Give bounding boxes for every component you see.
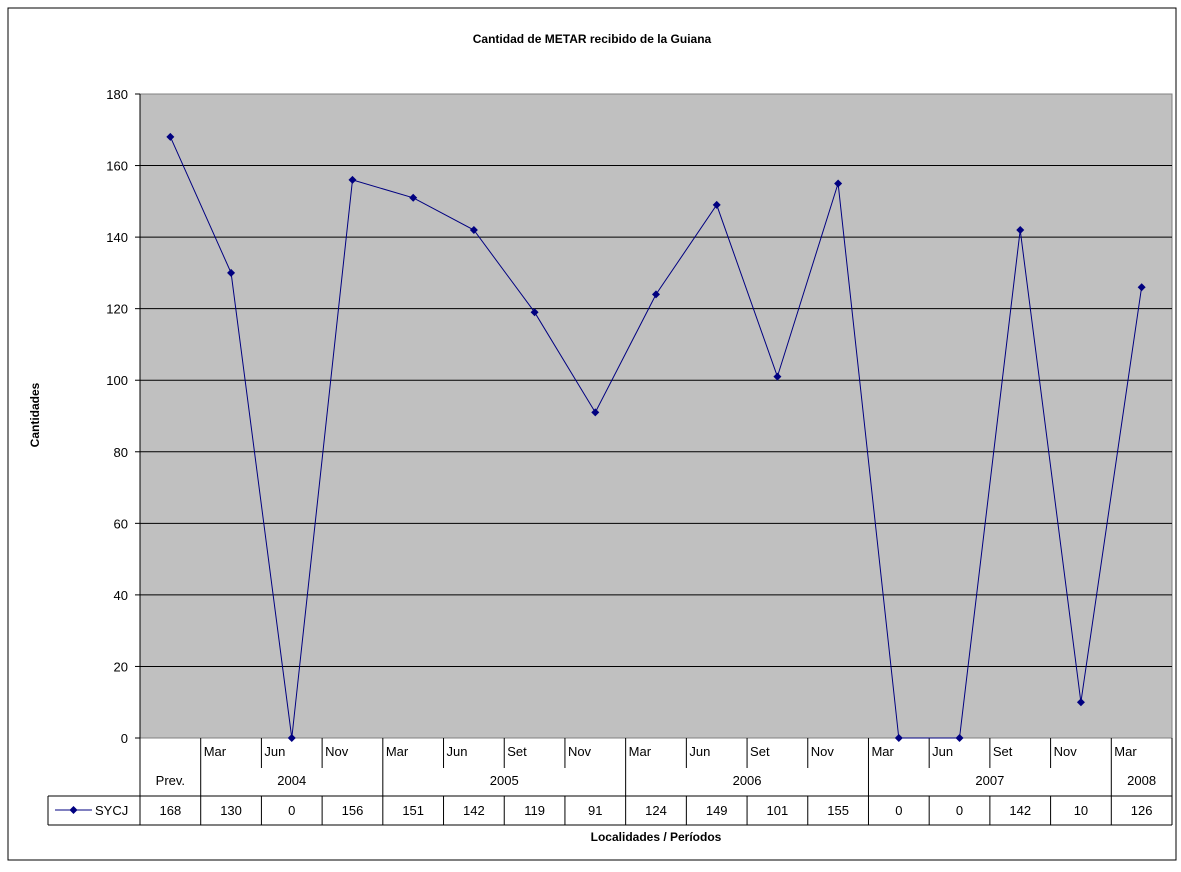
data-point (955, 734, 964, 742)
data-point (834, 179, 843, 188)
period-label: 2004 (277, 773, 306, 788)
table-value: 0 (895, 803, 902, 818)
data-point (530, 308, 539, 317)
chart-title: Cantidad de METAR recibido de la Guiana (473, 32, 712, 46)
data-point (773, 372, 782, 381)
table-value: 142 (1009, 803, 1031, 818)
y-tick-label: 140 (106, 230, 128, 245)
data-point (227, 268, 236, 277)
data-point (1016, 225, 1025, 234)
period-labels: Prev. 2004 2005 2006 2007 2008 (156, 773, 1156, 788)
table-value: 168 (160, 803, 182, 818)
table-value: 119 (524, 803, 545, 818)
data-point (591, 408, 600, 417)
data-point (1137, 283, 1146, 292)
period-label: Prev. (156, 773, 185, 788)
y-tick-label: 80 (114, 445, 128, 460)
month-label: Jun (447, 744, 468, 759)
table-value: 0 (956, 803, 963, 818)
data-point (166, 132, 175, 141)
y-tick-label: 120 (106, 302, 128, 317)
month-label: Nov (1054, 744, 1078, 759)
month-label: Nov (811, 744, 835, 759)
month-label: Nov (568, 744, 592, 759)
month-label: Mar (386, 744, 409, 759)
data-point (287, 734, 296, 742)
month-label: Set (993, 744, 1013, 759)
period-label: 2006 (733, 773, 762, 788)
month-label: Jun (264, 744, 285, 759)
legend-marker (69, 806, 78, 814)
y-tick-label: 60 (114, 516, 128, 531)
table-value: 142 (463, 803, 485, 818)
period-label: 2005 (490, 773, 519, 788)
data-point (1076, 698, 1085, 707)
table-value: 156 (342, 803, 364, 818)
table-value: 126 (1131, 803, 1153, 818)
gridlines (140, 165, 1172, 667)
table-value: 10 (1074, 803, 1088, 818)
month-label: Jun (932, 744, 953, 759)
table-value: 101 (767, 803, 789, 818)
plot-area (139, 93, 1173, 739)
month-label: Mar (204, 744, 227, 759)
period-label: 2007 (975, 773, 1004, 788)
legend-key: SYCJ (55, 803, 128, 818)
month-labels: Mar Jun Nov Mar Jun Set Nov Mar Jun Set Nov Mar Jun S… (204, 744, 1138, 759)
data-point (409, 193, 418, 202)
month-label: Jun (689, 744, 710, 759)
period-label: 2008 (1127, 773, 1156, 788)
series-markers (166, 132, 1146, 742)
table-value: 91 (588, 803, 602, 818)
y-tick-label: 40 (114, 588, 128, 603)
y-tick-label: 0 (121, 731, 128, 746)
month-label: Nov (325, 744, 349, 759)
data-table-values: 168 130 0 156 151 142 119 91 124 149 101 155 0 0 142 10… (160, 803, 1153, 818)
data-point (652, 290, 660, 299)
legend-label: SYCJ (95, 803, 128, 818)
y-axis-title: Cantidades (28, 382, 42, 447)
data-table-grid (47, 738, 1173, 826)
table-value: 130 (220, 803, 242, 818)
table-value: 149 (706, 803, 728, 818)
month-label: Set (750, 744, 770, 759)
month-label: Mar (871, 744, 894, 759)
x-axis-title: Localidades / Períodos (591, 830, 722, 844)
month-label: Set (507, 744, 527, 759)
table-value: 0 (288, 803, 295, 818)
table-value: 124 (645, 803, 667, 818)
month-label: Mar (1114, 744, 1137, 759)
y-axis-ticks: 0 20 40 60 80 100 120 140 160 180 (106, 87, 141, 746)
y-tick-label: 100 (106, 373, 128, 388)
y-tick-label: 20 (114, 659, 128, 674)
table-value: 155 (827, 803, 849, 818)
data-point (712, 200, 721, 209)
data-point (348, 175, 357, 184)
data-point (894, 734, 903, 742)
table-value: 151 (402, 803, 424, 818)
month-label: Mar (629, 744, 652, 759)
data-point (469, 225, 478, 234)
y-tick-label: 180 (106, 87, 128, 102)
y-tick-label: 160 (106, 159, 128, 174)
